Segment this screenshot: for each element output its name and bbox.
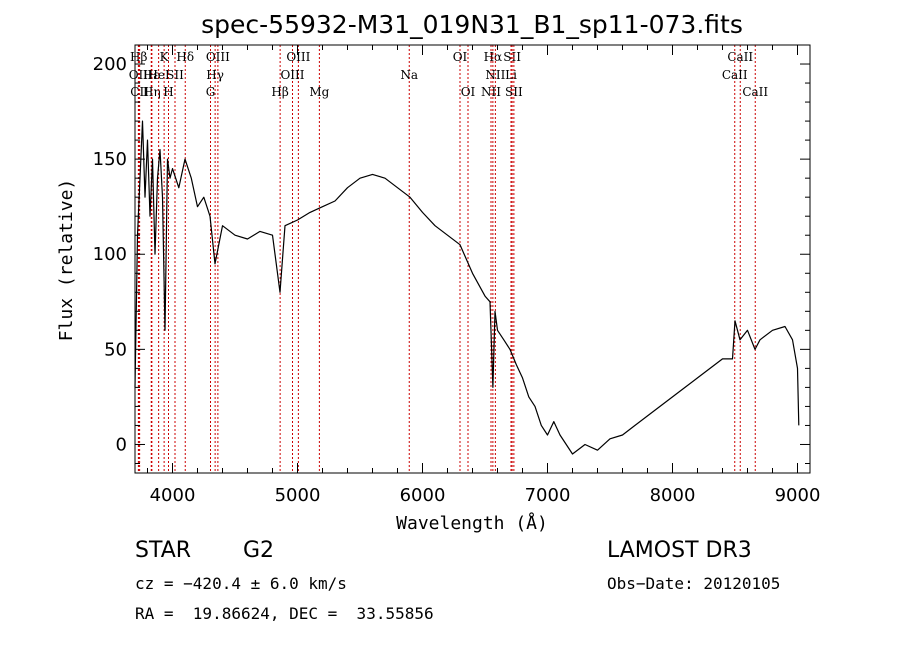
y-tick-label-1: 50 — [104, 339, 127, 360]
line-label-13: OIII — [286, 50, 310, 64]
x-tick-label-3: 7000 — [525, 485, 571, 506]
coordinates: RA = 19.86624, DEC = 33.55856 — [135, 604, 434, 623]
line-label-8: H — [163, 85, 173, 99]
y-axis-label: Flux (relative) — [56, 179, 77, 342]
spectrum-chart: spec-55932-M31_019N31_B1_sp11-073.fits H… — [56, 10, 821, 534]
survey-name: LAMOST DR3 — [607, 538, 752, 563]
line-label-5: K — [160, 50, 170, 64]
x-tick-label-2: 6000 — [400, 485, 446, 506]
line-label-20: Hα — [484, 50, 503, 64]
line-label-9: Hδ — [176, 50, 194, 64]
line-label-12: G — [206, 85, 216, 99]
obs-date: Obs−Date: 20120105 — [607, 574, 781, 593]
line-label-24: Li — [505, 68, 517, 82]
line-label-15: Hβ — [271, 85, 288, 99]
x-tick-label-4: 8000 — [650, 485, 696, 506]
line-markers: HβOIICIIHεHηKHeISIIHHδOIIIHγGOIIIOIIIHβM… — [129, 45, 768, 473]
line-label-23: SII — [503, 50, 521, 64]
flux-series — [134, 120, 800, 455]
line-label-18: OI — [453, 50, 468, 64]
line-label-26: CaII — [727, 50, 753, 64]
subclass: G2 — [243, 538, 275, 563]
line-label-14: OIII — [280, 68, 304, 82]
flux-line — [134, 120, 800, 455]
x-tick-label-5: 9000 — [775, 485, 821, 506]
line-label-4: Hη — [143, 85, 161, 99]
y-tick-label-2: 100 — [93, 244, 127, 265]
line-label-19: OI — [461, 85, 476, 99]
line-label-7: SII — [166, 68, 184, 82]
line-label-6: HeI — [147, 68, 170, 82]
y-tick-label-3: 150 — [93, 149, 127, 170]
line-label-16: Mg — [309, 85, 329, 99]
x-tick-label-1: 5000 — [275, 485, 321, 506]
line-label-3: Hε — [143, 68, 160, 82]
x-tick-label-0: 4000 — [150, 485, 196, 506]
y-tick-label-0: 0 — [116, 434, 127, 455]
line-label-10: OIII — [206, 50, 230, 64]
line-label-1: OII — [129, 68, 149, 82]
redshift-velocity: cz = −420.4 ± 6.0 km/s — [135, 574, 347, 593]
line-label-11: Hγ — [206, 68, 224, 82]
line-label-27: CaII — [722, 68, 748, 82]
plot-frame — [134, 44, 811, 474]
chart-title: spec-55932-M31_019N31_B1_sp11-073.fits — [201, 10, 743, 39]
line-label-28: CaII — [742, 85, 768, 99]
line-label-22: NII — [481, 85, 501, 99]
line-label-21: NII — [485, 68, 505, 82]
line-label-25: SII — [505, 85, 523, 99]
x-axis: 4000 5000 6000 7000 8000 9000 — [147, 45, 821, 506]
x-axis-label: Wavelength (Å) — [396, 512, 548, 534]
line-label-17: Na — [400, 68, 418, 82]
y-axis: 0 50 100 150 200 — [93, 44, 810, 464]
object-class: STAR — [135, 538, 192, 563]
y-tick-label-4: 200 — [93, 54, 127, 75]
